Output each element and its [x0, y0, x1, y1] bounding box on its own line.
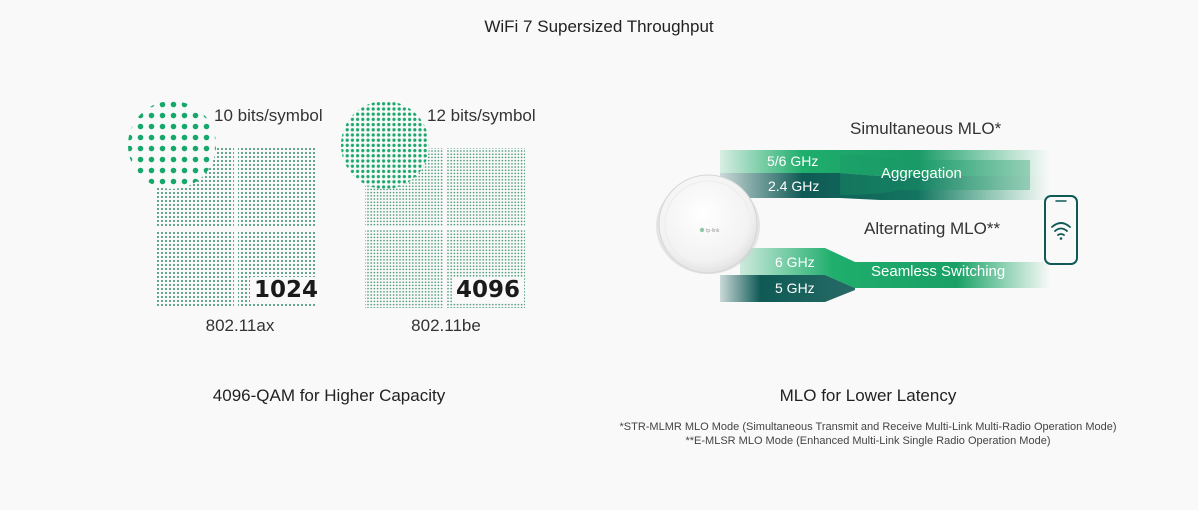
- smartphone-icon: [1044, 195, 1078, 265]
- band-label-5-6ghz: 5/6 GHz: [767, 153, 819, 169]
- band-5ghz: [720, 275, 855, 302]
- mlo-footnote: *STR-MLMR MLO Mode (Simultaneous Transmi…: [619, 421, 1117, 447]
- band-label-5ghz: 5 GHz: [775, 280, 815, 296]
- page-title: WiFi 7 Supersized Throughput: [484, 17, 714, 36]
- qam4096-bits-label: 12 bits/symbol: [427, 106, 536, 125]
- access-point-device: [658, 174, 758, 274]
- standard-80211ax: 802.11ax: [205, 316, 275, 335]
- seamless-switching-label: Seamless Switching: [871, 263, 1006, 280]
- aggregation-label: Aggregation: [881, 165, 962, 182]
- qam4096-quadrant: [365, 230, 443, 308]
- band-label-2-4ghz: 2.4 GHz: [768, 178, 820, 194]
- qam1024-magnifier: [128, 101, 216, 189]
- qam1024-value: 1024: [250, 277, 323, 303]
- band-5-6ghz: [720, 150, 1050, 176]
- band-6ghz: [740, 248, 1050, 288]
- qam1024-quadrant: [156, 230, 234, 308]
- qam4096-magnifier: [341, 101, 429, 189]
- qam1024-quadrant: [238, 148, 316, 226]
- device-logo-text: tp-link: [706, 228, 720, 234]
- tp-link-logo-icon: [699, 227, 705, 233]
- qam4096-value: 4096: [452, 277, 525, 303]
- band-2-4ghz: [720, 173, 1050, 200]
- qam4096-quadrant: [447, 148, 525, 226]
- qam-caption: 4096-QAM for Higher Capacity: [212, 386, 446, 405]
- standard-80211be: 802.11be: [411, 316, 481, 335]
- wifi-icon: [1051, 222, 1071, 236]
- simultaneous-mlo-label: Simultaneous MLO*: [850, 119, 1002, 138]
- mlo-diagram: tp-link: [656, 150, 1078, 302]
- mlo-caption: MLO for Lower Latency: [779, 386, 957, 405]
- qam1024-bits-label: 10 bits/symbol: [214, 106, 323, 125]
- alternating-mlo-label: Alternating MLO**: [864, 219, 1001, 238]
- qam-diagrams: [128, 101, 525, 308]
- band-label-6ghz: 6 GHz: [775, 254, 815, 270]
